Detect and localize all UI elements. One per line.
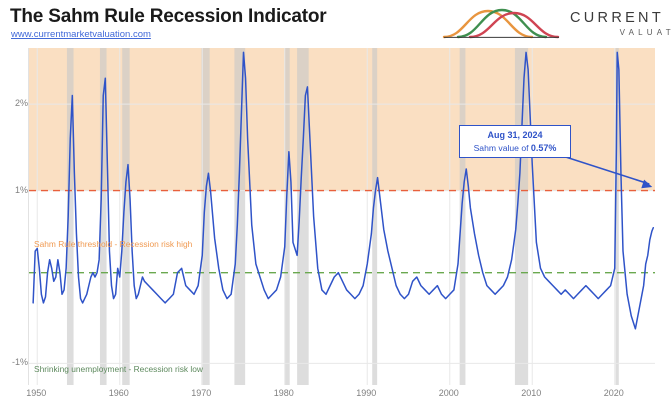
y-axis: 2% 1% -1%	[0, 0, 28, 413]
site-url-link[interactable]: www.currentmarketvaluation.com	[11, 29, 151, 40]
x-tick-label: 1960	[108, 388, 129, 398]
chart-plot-area	[28, 48, 655, 385]
x-tick-label: 2020	[603, 388, 624, 398]
annotation-value: Sahm value of 0.57%	[460, 142, 570, 155]
x-tick-label: 2000	[438, 388, 459, 398]
page-title: The Sahm Rule Recession Indicator	[10, 6, 327, 27]
logo-company-subtitle: VALUATION	[619, 28, 672, 37]
chart-svg	[29, 48, 655, 385]
x-tick-label: 2010	[521, 388, 542, 398]
risk-zone-shading	[29, 48, 655, 191]
y-tick-label: -1%	[11, 357, 28, 368]
recession-bands	[66, 48, 619, 385]
gridlines	[29, 48, 655, 385]
x-tick-label: 1970	[191, 388, 212, 398]
x-tick-label: 1980	[273, 388, 294, 398]
logo-wordmark: CURRENT MARKET VALUATION	[570, 10, 672, 39]
page-header: The Sahm Rule Recession Indicator www.cu…	[0, 0, 672, 46]
y-tick-label: 2%	[14, 98, 28, 109]
x-tick-label: 1950	[26, 388, 47, 398]
bell-curves-logo-icon	[442, 8, 560, 39]
brand-logo: CURRENT MARKET VALUATION	[402, 4, 672, 44]
logo-company-name: CURRENT MARKET	[570, 10, 672, 26]
x-tick-label: 1990	[356, 388, 377, 398]
sahm-rule-line	[32, 51, 655, 330]
annotation-date: Aug 31, 2024	[487, 130, 543, 140]
y-tick-label: 1%	[14, 184, 28, 195]
annotation-value-prefix: Sahm value of	[473, 143, 529, 153]
annotation-value-number: 0.57%	[530, 143, 557, 153]
annotation-callout[interactable]: Aug 31, 2024 Sahm value of 0.57%	[459, 125, 571, 158]
reference-lines	[29, 189, 655, 274]
